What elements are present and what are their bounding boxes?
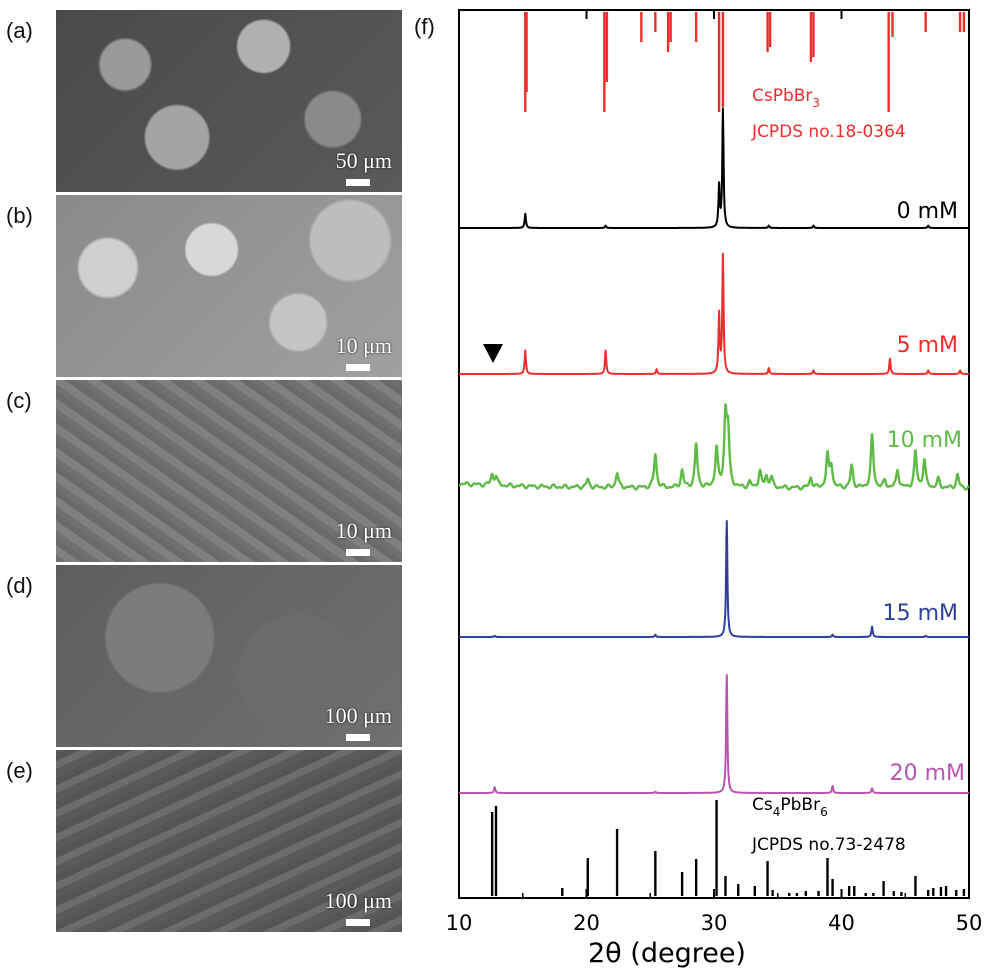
scale-bar [346, 919, 370, 926]
sem-panel-label: (a) [6, 18, 33, 43]
sem-micrograph: 10 μm [56, 380, 402, 562]
series-label: 5 mM [897, 333, 958, 358]
scale-bar-label: 100 μm [324, 888, 392, 913]
impurity-marker-triangle [483, 344, 503, 363]
panel-label-f: (f) [414, 14, 435, 39]
scale-bar-label: 100 μm [324, 703, 392, 728]
sem-panel-label: (c) [6, 388, 32, 413]
xrd-trace [458, 252, 970, 375]
scale-bar-label: 10 μm [335, 518, 392, 543]
sem-panel-label: (b) [6, 203, 33, 228]
x-tick-label: 40 [828, 911, 855, 935]
reference-card-cspbbr3: JCPDS no.18-0364 [751, 122, 906, 142]
x-axis-label: 2θ (degree) [588, 938, 746, 969]
x-tick-label: 10 [446, 911, 473, 935]
xrd-trace [458, 107, 970, 229]
sem-panel-label: (d) [6, 573, 33, 598]
scale-bar [346, 549, 370, 556]
series-label: 15 mM [883, 601, 958, 626]
sem-panel-label: (e) [6, 758, 33, 783]
xrd-trace [458, 674, 970, 794]
xrd-trace [458, 520, 970, 638]
reference-name-cspbbr3: CsPbBr3 [752, 86, 820, 110]
reference-name-cs4pbbr6: Cs4PbBr6 [752, 795, 828, 819]
scale-bar-label: 50 μm [335, 148, 392, 173]
series-label: 10 mM [887, 428, 962, 453]
x-tick-label: 50 [956, 911, 983, 935]
scale-bar [346, 364, 370, 371]
sem-micrograph: 10 μm [56, 195, 402, 377]
sem-micrograph: 100 μm [56, 565, 402, 747]
series-label: 20 mM [890, 761, 965, 786]
scale-bar [346, 179, 370, 186]
series-label: 0 mM [897, 199, 958, 224]
x-tick-label: 20 [573, 911, 600, 935]
scale-bar [346, 734, 370, 741]
x-tick-label: 30 [701, 911, 728, 935]
sem-micrograph: 50 μm [56, 10, 402, 192]
xrd-trace [458, 403, 970, 491]
scale-bar-label: 10 μm [335, 333, 392, 358]
reference-card-cs4pbbr6: JCPDS no.73-2478 [751, 835, 906, 855]
sem-micrograph: 100 μm [56, 750, 402, 932]
